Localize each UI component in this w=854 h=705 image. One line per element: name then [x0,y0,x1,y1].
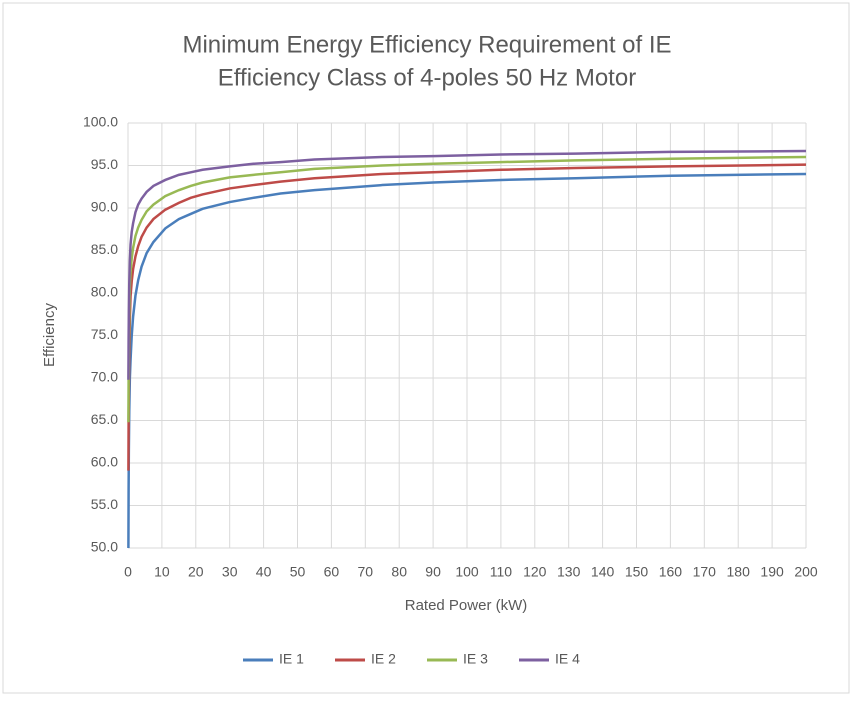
y-tick-label: 80.0 [91,284,118,300]
y-tick-label: 50.0 [91,539,118,555]
x-tick-label: 110 [490,564,513,580]
chart-title: Efficiency Class of 4-poles 50 Hz Motor [218,64,636,91]
legend-label: IE 1 [279,651,304,667]
y-tick-label: 65.0 [91,411,118,427]
x-tick-label: 80 [391,564,407,580]
x-tick-label: 20 [188,564,204,580]
legend-label: IE 3 [463,651,488,667]
x-tick-label: 130 [557,564,581,580]
x-tick-label: 50 [290,564,306,580]
x-tick-label: 140 [591,564,615,580]
x-tick-label: 90 [425,564,441,580]
x-tick-label: 70 [358,564,374,580]
x-tick-label: 160 [659,564,683,580]
x-tick-label: 150 [625,564,649,580]
x-tick-label: 100 [455,564,479,580]
y-tick-label: 95.0 [91,156,118,172]
y-tick-label: 100.0 [83,114,118,130]
x-tick-label: 190 [760,564,784,580]
x-tick-label: 10 [154,564,170,580]
legend-label: IE 4 [555,651,580,667]
chart-frame [2,2,850,694]
x-tick-label: 120 [523,564,547,580]
x-tick-label: 60 [324,564,340,580]
y-tick-label: 75.0 [91,326,118,342]
y-tick-label: 60.0 [91,454,118,470]
y-tick-label: 85.0 [91,241,118,257]
x-tick-label: 180 [727,564,751,580]
x-tick-label: 170 [693,564,717,580]
x-tick-label: 40 [256,564,272,580]
series-line [127,149,807,380]
legend-label: IE 2 [371,651,396,667]
chart-title: Minimum Energy Efficiency Requirement of… [182,31,671,58]
y-axis-label: Efficiency [41,303,58,367]
x-tick-label: 200 [794,564,818,580]
y-tick-label: 55.0 [91,496,118,512]
x-axis-label: Rated Power (kW) [405,597,528,614]
y-tick-label: 90.0 [91,199,118,215]
y-tick-label: 70.0 [91,369,118,385]
x-tick-label: 30 [222,564,238,580]
x-tick-label: 0 [124,564,132,580]
